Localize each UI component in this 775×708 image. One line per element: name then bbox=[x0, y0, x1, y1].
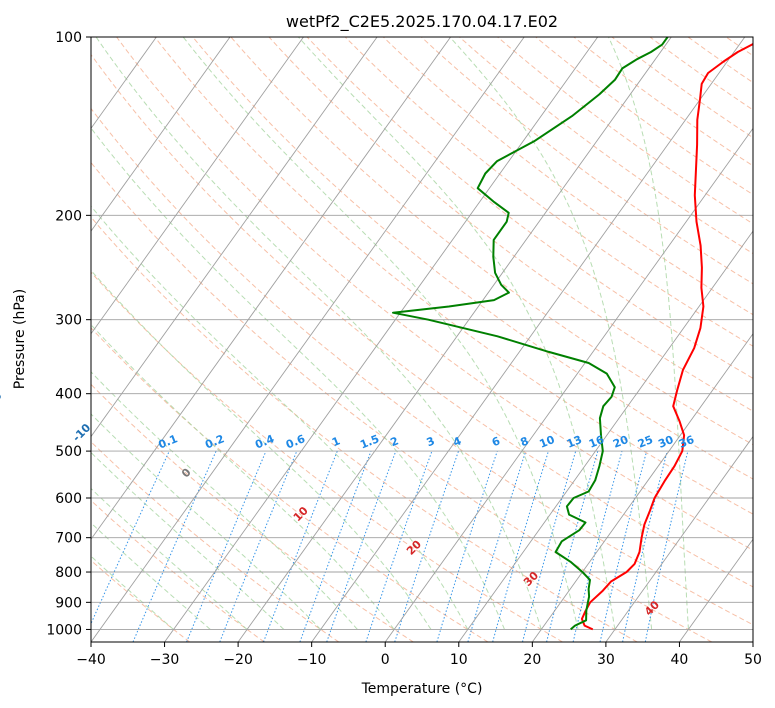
x-axis: −40 −30 −20 −10 0 10 20 30 40 50 bbox=[76, 642, 762, 668]
mixing-ratio-label: 13 bbox=[565, 433, 584, 451]
y-tick-label: 700 bbox=[55, 531, 82, 547]
mixing-ratio-line bbox=[599, 450, 648, 642]
mixing-ratio-line bbox=[546, 450, 599, 642]
isotherm-line bbox=[164, 37, 599, 642]
isotherm-line bbox=[605, 435, 753, 642]
chart-title: wetPf2_C2E5.2025.170.04.17.E02 bbox=[286, 12, 558, 32]
dry-adiabat-line bbox=[91, 216, 638, 642]
dry-adiabat-line bbox=[91, 53, 753, 588]
x-tick-label: −20 bbox=[223, 652, 253, 668]
temperature-line bbox=[580, 42, 753, 631]
moist-adiabat-line bbox=[298, 37, 616, 630]
y-tick-label: 500 bbox=[55, 444, 82, 460]
moist-adiabat-line bbox=[182, 37, 579, 630]
mixing-ratio-line bbox=[219, 450, 298, 642]
dry-adiabat-line bbox=[91, 441, 340, 642]
mixing-ratio-line bbox=[365, 450, 433, 642]
moist-adiabat-line bbox=[91, 487, 248, 630]
mixing-ratio-label: 3 bbox=[425, 434, 437, 449]
x-axis-label: Temperature (°C) bbox=[361, 681, 483, 697]
x-tick-label: 30 bbox=[597, 652, 615, 668]
mixing-ratio-line bbox=[132, 450, 217, 642]
mixing-ratio-label: 10 bbox=[538, 433, 557, 451]
x-tick-label: 0 bbox=[381, 652, 390, 668]
mixing-ratio-line bbox=[436, 450, 498, 642]
mixing-ratio-label: 36 bbox=[677, 433, 696, 451]
x-tick-label: 10 bbox=[450, 652, 468, 668]
dry-adiabat-line bbox=[91, 559, 190, 642]
y-tick-label: 800 bbox=[55, 565, 82, 581]
x-tick-label: 20 bbox=[523, 652, 541, 668]
isotherm-line bbox=[91, 37, 231, 232]
profile-lines bbox=[392, 37, 753, 631]
moist-adiabat-line bbox=[91, 127, 505, 630]
moist-adiabat-line bbox=[91, 451, 285, 630]
moist-adiabat-line bbox=[95, 37, 542, 630]
mixing-ratio-line bbox=[299, 450, 372, 642]
mixing-ratio-label: 2 bbox=[389, 434, 401, 449]
mixing-ratio-line bbox=[263, 450, 338, 642]
isotherm-line bbox=[679, 538, 753, 642]
x-tick-label: −10 bbox=[297, 652, 327, 668]
x-tick-label: 50 bbox=[744, 652, 762, 668]
y-tick-label: 200 bbox=[55, 208, 82, 224]
moist-adiabat-line bbox=[608, 37, 689, 630]
y-tick-label: 900 bbox=[55, 595, 82, 611]
dry-adiabat-line bbox=[382, 37, 753, 316]
isotherm-line bbox=[458, 230, 753, 642]
isotherm-line bbox=[91, 37, 378, 438]
mixing-ratio-label: 1 bbox=[330, 434, 342, 449]
moist-adiabat-line bbox=[91, 371, 358, 630]
moist-adiabat-line bbox=[91, 269, 432, 630]
isotherm-line bbox=[311, 37, 746, 642]
dry-adiabat-line bbox=[421, 37, 753, 285]
y-tick-label: 300 bbox=[55, 313, 82, 329]
isotherm-line bbox=[531, 333, 753, 642]
x-tick-label: −30 bbox=[150, 652, 180, 668]
plot-frame bbox=[90, 36, 754, 643]
dry-adiabat-line bbox=[91, 107, 753, 626]
mixing-ratio-line bbox=[522, 450, 577, 642]
y-axis-label: Pressure (hPa) bbox=[12, 289, 28, 389]
moist-adiabat-line bbox=[91, 413, 322, 630]
y-tick-label: 400 bbox=[55, 387, 82, 403]
mixing-ratio-line bbox=[91, 450, 170, 625]
dry-adiabat-line bbox=[91, 271, 563, 642]
mixing-ratio-line bbox=[326, 450, 397, 642]
mixing-ratio-label: 8 bbox=[519, 434, 531, 449]
mixing-ratio-label: 25 bbox=[636, 433, 655, 451]
moist-adiabat-line bbox=[91, 205, 469, 630]
dry-adiabat-line bbox=[344, 37, 753, 347]
moist-adiabat-line bbox=[91, 522, 211, 630]
isotherm-line bbox=[384, 127, 753, 642]
mixing-ratio-label: 20 bbox=[611, 433, 630, 451]
y-tick-label: 100 bbox=[55, 30, 82, 46]
moist-adiabat-line bbox=[449, 37, 653, 630]
moist-adiabat-line bbox=[91, 555, 174, 630]
mixing-ratio-line bbox=[644, 450, 689, 642]
isotherm-line bbox=[237, 37, 672, 642]
dewpoint-line bbox=[392, 37, 669, 631]
isotherm-line bbox=[91, 37, 525, 642]
moist-adiabat-line bbox=[91, 323, 395, 630]
dry-adiabat-line bbox=[91, 383, 414, 642]
isotherm-line bbox=[91, 37, 451, 540]
mixing-ratio-line bbox=[467, 450, 527, 642]
dry-adiabat-line bbox=[192, 37, 753, 480]
mixing-ratio-line bbox=[186, 450, 267, 642]
isotherm-line bbox=[91, 37, 304, 335]
mixing-ratio-label: 30 bbox=[656, 433, 675, 451]
mixing-ratio-label: 16 bbox=[587, 433, 606, 451]
y-tick-label: 1000 bbox=[46, 622, 82, 638]
y-axis: 100 200 300 400 500 600 700 800 900 1000 bbox=[46, 30, 91, 638]
x-tick-label: −40 bbox=[76, 652, 106, 668]
x-tick-label: 40 bbox=[671, 652, 689, 668]
y-tick-label: 600 bbox=[55, 491, 82, 507]
